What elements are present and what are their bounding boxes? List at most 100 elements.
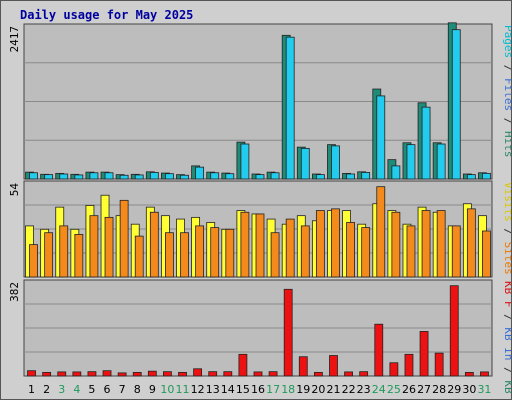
bar-files-6 (104, 172, 114, 180)
bar-kb-f-16 (253, 371, 263, 377)
bar-files-22 (346, 173, 355, 180)
bar-files-21 (331, 145, 340, 180)
bar-sites-21 (331, 208, 340, 278)
x-tick-label-19: 19 (296, 383, 310, 396)
bar-sites-7 (119, 199, 129, 278)
bar-kb-f-26 (404, 353, 414, 377)
bar-sites-3 (59, 225, 69, 278)
bar-sites-2 (44, 232, 54, 278)
chart-title: Daily usage for May 2025 (20, 8, 194, 22)
ymax-label-mid: 54 (8, 183, 21, 197)
x-tick-label-10: 10 (160, 383, 174, 396)
bar-files-4 (74, 174, 84, 180)
bar-sites-1 (29, 244, 38, 278)
bar-sites-25 (391, 211, 401, 278)
x-tick-label-4: 4 (73, 383, 80, 396)
bar-sites-20 (315, 210, 325, 278)
ymax-label-top: 2417 (8, 26, 21, 53)
x-tick-label-20: 20 (311, 383, 325, 396)
bar-sites-27 (421, 210, 431, 278)
x-tick-label-5: 5 (88, 383, 95, 396)
bar-files-17 (270, 172, 280, 180)
bar-sites-9 (149, 211, 159, 278)
bar-sites-19 (300, 225, 310, 278)
bar-files-20 (315, 174, 325, 180)
bar-files-24 (376, 95, 386, 180)
x-tick-label-14: 14 (221, 383, 235, 396)
axis-label-part: / (502, 361, 511, 381)
bar-kb-f-5 (87, 371, 97, 377)
x-tick-label-13: 13 (206, 383, 220, 396)
bar-kb-f-20 (313, 371, 323, 377)
x-tick-label-6: 6 (104, 383, 111, 396)
bar-files-7 (119, 174, 129, 180)
bar-sites-6 (104, 216, 114, 278)
axis-label-top: Pages / Files / Hits (502, 25, 511, 158)
ymax-label-bot: 382 (8, 282, 21, 302)
bar-sites-12 (195, 225, 205, 278)
bar-files-12 (195, 166, 205, 180)
x-tick-label-15: 15 (236, 383, 250, 396)
bar-sites-14 (225, 228, 235, 278)
bar-kb-f-21 (329, 355, 338, 377)
bar-kb-f-7 (117, 372, 127, 377)
bar-kb-f-6 (102, 370, 112, 377)
x-tick-label-27: 27 (417, 383, 431, 396)
bar-kb-f-11 (178, 371, 187, 377)
x-tick-label-26: 26 (402, 383, 416, 396)
bar-kb-f-30 (464, 371, 474, 377)
bar-kb-f-9 (147, 370, 157, 377)
bar-files-30 (466, 174, 476, 180)
bar-sites-31 (482, 230, 491, 278)
x-tick-label-12: 12 (191, 383, 205, 396)
bar-files-29 (451, 29, 461, 180)
bar-files-28 (436, 143, 446, 180)
bar-files-16 (255, 174, 265, 180)
axis-label-part: Hits (502, 131, 511, 158)
axis-label-part: KB F (502, 281, 511, 308)
bar-sites-13 (210, 227, 220, 278)
bar-kb-f-15 (238, 353, 248, 377)
bar-sites-29 (451, 225, 461, 278)
axis-label-part: Files (502, 78, 511, 111)
bar-kb-f-18 (283, 288, 293, 377)
x-tick-label-7: 7 (119, 383, 126, 396)
x-tick-label-31: 31 (477, 383, 491, 396)
x-tick-label-25: 25 (387, 383, 401, 396)
bar-files-14 (225, 173, 235, 180)
bar-kb-f-12 (193, 368, 203, 377)
bar-kb-f-22 (344, 371, 353, 377)
x-tick-label-17: 17 (266, 383, 280, 396)
bar-sites-22 (346, 222, 355, 278)
bar-sites-18 (285, 218, 295, 278)
x-tick-label-11: 11 (176, 383, 190, 396)
bar-files-19 (300, 147, 310, 180)
x-tick-label-9: 9 (149, 383, 156, 396)
x-tick-label-28: 28 (432, 383, 446, 396)
x-tick-label-29: 29 (447, 383, 461, 396)
bar-sites-28 (436, 210, 446, 278)
bar-sites-30 (466, 208, 476, 278)
axis-label-part: / (502, 111, 511, 131)
x-tick-label-1: 1 (28, 383, 35, 396)
bar-files-15 (240, 143, 250, 180)
bar-files-26 (406, 144, 416, 180)
x-tick-label-21: 21 (326, 383, 340, 396)
bar-sites-23 (361, 227, 371, 278)
bar-files-1 (29, 172, 38, 180)
x-tick-label-18: 18 (281, 383, 295, 396)
bar-kb-f-3 (57, 371, 67, 377)
axis-label-mid: Visits / Sites (502, 182, 511, 275)
bar-kb-f-19 (298, 356, 308, 377)
bar-kb-f-29 (449, 285, 459, 377)
axis-label-part: / (502, 222, 511, 242)
x-tick-label-24: 24 (372, 383, 386, 396)
axis-label-part: / (502, 308, 511, 328)
bar-files-2 (44, 174, 54, 180)
bar-kb-f-31 (480, 371, 489, 377)
bar-files-3 (59, 173, 69, 180)
axis-label-part: KB In (502, 327, 511, 360)
axis-label-part: Sites (502, 242, 511, 275)
